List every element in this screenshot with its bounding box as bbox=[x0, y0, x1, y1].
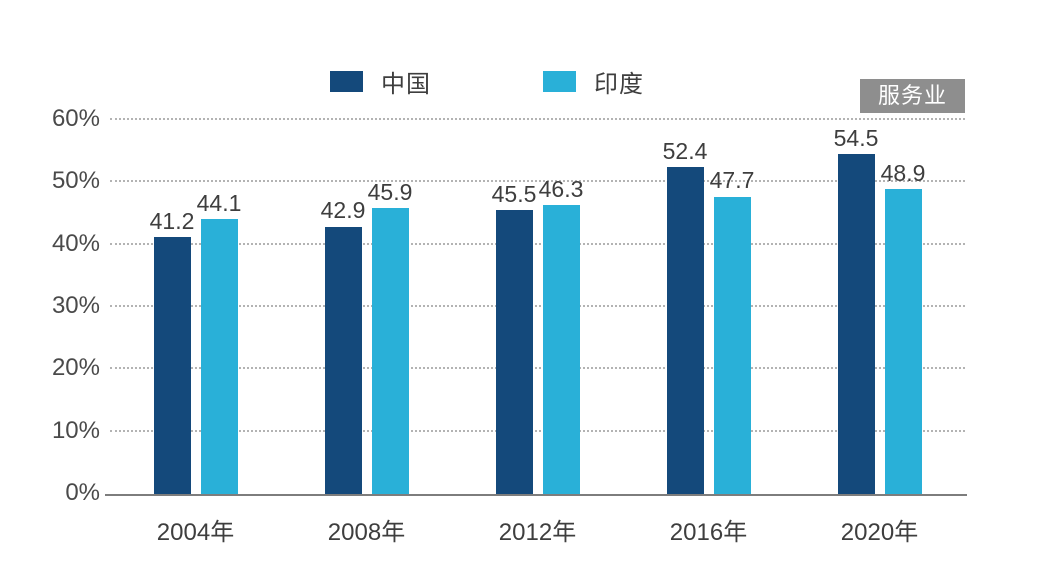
china-legend-swatch-icon bbox=[330, 71, 363, 92]
bar-group-2020年: 54.5 48.9 bbox=[794, 120, 965, 494]
bar-wrap-中国-2008年: 42.9 bbox=[321, 120, 365, 494]
gridline-20 bbox=[110, 367, 965, 370]
legend-item-china: 中国 bbox=[330, 64, 431, 99]
china-legend-label: 中国 bbox=[381, 71, 431, 98]
bar-value-label: 42.9 bbox=[320, 197, 366, 224]
gridline-60 bbox=[110, 118, 965, 120]
y-tick-label-40%: 40% bbox=[51, 229, 100, 257]
bar-印度-2008年 bbox=[371, 207, 409, 494]
legend-item-india: 印度 bbox=[543, 64, 644, 99]
bar-wrap-中国-2004年: 41.2 bbox=[150, 120, 194, 494]
bar-value-label: 54.5 bbox=[833, 125, 879, 151]
x-tick-label-2008年: 2008年 bbox=[327, 519, 406, 546]
bar-groups: 41.2 44.1 42.9 45.9 45.5 46.3 52.4 47.7 54.5 48.9 bbox=[110, 120, 965, 494]
bar-value-label: 46.3 bbox=[538, 176, 584, 203]
india-legend-label: 印度 bbox=[594, 71, 644, 98]
x-tick-label-2020年: 2020年 bbox=[840, 519, 919, 546]
bar-中国-2020年 bbox=[837, 154, 875, 494]
sector-badge: 服务业 bbox=[859, 79, 965, 113]
bar-value-label: 45.9 bbox=[367, 178, 413, 205]
bar-value-label: 44.1 bbox=[196, 189, 242, 216]
y-tick-label-20%: 20% bbox=[51, 354, 100, 382]
gridline-40 bbox=[110, 242, 965, 245]
bar-中国-2012年 bbox=[495, 210, 533, 494]
bar-wrap-印度-2012年: 46.3 bbox=[539, 120, 583, 494]
bar-value-label: 47.7 bbox=[709, 167, 755, 194]
bar-group-2008年: 42.9 45.9 bbox=[281, 120, 452, 494]
bar-中国-2004年 bbox=[153, 237, 191, 494]
bar-wrap-印度-2020年: 48.9 bbox=[881, 120, 925, 494]
bar-印度-2012年 bbox=[542, 205, 580, 494]
bar-group-2012年: 45.5 46.3 bbox=[452, 120, 623, 494]
x-tick-label-2012年: 2012年 bbox=[498, 519, 577, 546]
bar-中国-2016年 bbox=[666, 167, 704, 494]
y-tick-label-30%: 30% bbox=[51, 292, 100, 319]
bar-group-2016年: 52.4 47.7 bbox=[623, 120, 794, 494]
bar-印度-2016年 bbox=[713, 196, 751, 494]
x-tick-label-2016年: 2016年 bbox=[669, 519, 748, 546]
gridline-30 bbox=[110, 305, 965, 307]
bar-中国-2008年 bbox=[324, 226, 362, 494]
plot-area: 41.2 44.1 42.9 45.9 45.5 46.3 52.4 47.7 54.5 48.9 bbox=[105, 118, 967, 496]
y-tick-label-50%: 50% bbox=[51, 167, 100, 195]
y-tick-label-0%: 0% bbox=[65, 479, 100, 506]
bar-wrap-中国-2012年: 45.5 bbox=[492, 120, 536, 494]
india-legend-swatch-icon bbox=[543, 71, 576, 92]
x-axis-line bbox=[105, 494, 967, 496]
gridline-50 bbox=[110, 180, 965, 183]
bar-value-label: 48.9 bbox=[880, 159, 926, 186]
bar-wrap-印度-2008年: 45.9 bbox=[368, 120, 412, 494]
bar-value-label: 52.4 bbox=[662, 138, 708, 165]
x-tick-label-2004年: 2004年 bbox=[156, 519, 235, 546]
bar-印度-2020年 bbox=[884, 189, 922, 494]
chart-legend: 中国 印度 bbox=[330, 64, 644, 99]
bar-value-label: 45.5 bbox=[491, 181, 537, 208]
gridline-10 bbox=[110, 429, 965, 432]
y-tick-label-10%: 10% bbox=[51, 416, 100, 444]
bar-wrap-中国-2016年: 52.4 bbox=[663, 120, 707, 494]
bar-wrap-中国-2020年: 54.5 bbox=[834, 120, 878, 494]
bar-wrap-印度-2004年: 44.1 bbox=[197, 120, 241, 494]
bar-印度-2004年 bbox=[200, 219, 238, 494]
bar-wrap-印度-2016年: 47.7 bbox=[710, 120, 754, 494]
bar-value-label: 41.2 bbox=[149, 207, 195, 234]
bar-group-2004年: 41.2 44.1 bbox=[110, 120, 281, 494]
y-tick-label-60%: 60% bbox=[51, 105, 100, 132]
